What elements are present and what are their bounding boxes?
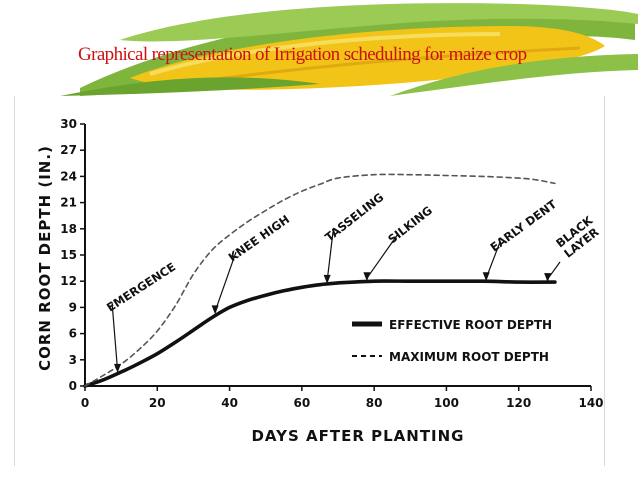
y-tick-label: 21 — [60, 196, 77, 210]
x-axis-title: DAYS AFTER PLANTING — [251, 427, 464, 445]
stage-label: EMERGENCE — [104, 260, 178, 315]
legend: EFFECTIVE ROOT DEPTH MAXIMUM ROOT DEPTH — [352, 318, 552, 364]
x-tick-label: 20 — [149, 396, 166, 410]
legend-label-maximum: MAXIMUM ROOT DEPTH — [389, 350, 549, 364]
y-tick-label: 12 — [60, 274, 77, 288]
y-tick-label: 9 — [69, 300, 77, 314]
y-tick-label: 30 — [60, 117, 77, 131]
stage-label: BLACKLAYER — [553, 213, 604, 261]
y-axis-title: CORN ROOT DEPTH (IN.) — [36, 145, 54, 371]
stage-label: EARLY DENT — [488, 197, 560, 254]
y-tick-label: 6 — [69, 327, 77, 341]
y-tick-label: 27 — [60, 143, 77, 157]
y-axis: 0 3 6 9 12 15 18 21 24 27 30 — [60, 117, 85, 393]
x-tick-label: 0 — [81, 396, 89, 410]
y-tick-label: 15 — [60, 248, 77, 262]
y-tick-label: 18 — [60, 222, 77, 236]
x-tick-label: 80 — [366, 396, 383, 410]
x-tick-label: 100 — [434, 396, 459, 410]
x-tick-label: 60 — [294, 396, 311, 410]
y-tick-label: 3 — [69, 353, 77, 367]
legend-label-effective: EFFECTIVE ROOT DEPTH — [389, 318, 552, 332]
stage-label: SILKING — [385, 203, 435, 246]
x-axis: 0 20 40 60 80 100 120 140 — [81, 386, 604, 410]
series-line-effective-root-depth — [85, 281, 555, 386]
stage-label: KNEE HIGH — [226, 212, 292, 264]
x-tick-label: 120 — [506, 396, 531, 410]
x-tick-label: 140 — [578, 396, 603, 410]
y-tick-label: 0 — [69, 379, 77, 393]
y-tick-label: 24 — [60, 169, 77, 183]
stage-label: TASSELING — [322, 190, 386, 244]
x-tick-label: 40 — [221, 396, 238, 410]
